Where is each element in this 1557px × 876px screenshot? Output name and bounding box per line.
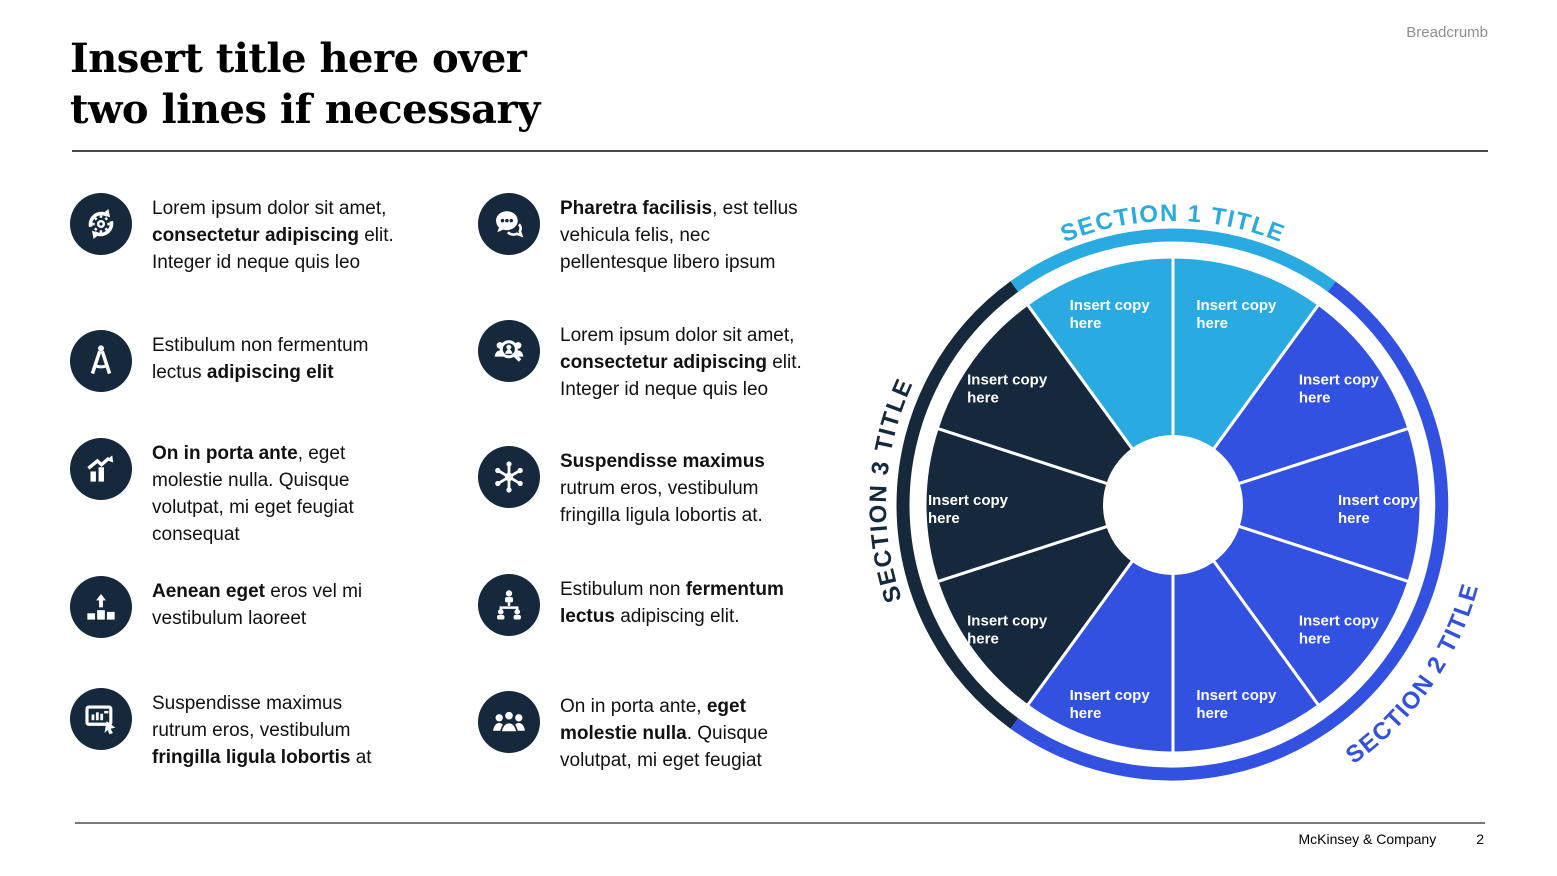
wheel-wedge: [1171, 426, 1423, 584]
breadcrumb: Breadcrumb: [1406, 24, 1488, 41]
wheel-wedge: [1025, 503, 1175, 755]
wheel-center: [1103, 435, 1243, 575]
people-search-icon: [478, 320, 540, 382]
list-item-text: On in porta ante, eget molestie nulla. Q…: [152, 443, 354, 545]
list-item-text: Estibulum non fermentum lectus adipiscin…: [560, 579, 784, 627]
wedge-label: Insert copy here: [1196, 687, 1277, 722]
list-item: On in porta ante, eget molestie nulla. Q…: [478, 691, 862, 774]
wedge-label: Insert copy here: [928, 492, 1009, 527]
page-number: 2: [1476, 831, 1484, 847]
list-item-text: Aenean eget eros vel mi vestibulum laore…: [152, 581, 363, 629]
wheel-wedge: [935, 302, 1175, 507]
items-column-left: Lorem ipsum dolor sit amet, consectetur …: [70, 193, 462, 813]
wheel-wedge: [935, 503, 1175, 708]
wheel-wedge: [1171, 255, 1321, 507]
wheel-wedge: [1025, 255, 1175, 507]
compass-icon: [70, 330, 132, 392]
wedge-label: Insert copy here: [1338, 492, 1419, 527]
wheel-wedge: [923, 426, 1175, 584]
org-hierarchy-icon: [478, 574, 540, 636]
page-title-line1: Insert title here over: [70, 35, 527, 82]
footer: McKinsey & Company 2: [1298, 831, 1484, 847]
wheel-diagram: Insert copy here Insert copy here Insert cop…: [833, 165, 1513, 845]
list-item: Lorem ipsum dolor sit amet, consectetur …: [70, 193, 454, 276]
list-item: On in porta ante, eget molestie nulla. Q…: [70, 438, 454, 548]
wheel-wedge: [1171, 503, 1411, 708]
wedge-label: Insert copy here: [1299, 613, 1380, 648]
bar-rank-icon: [70, 576, 132, 638]
list-item-text: Suspendisse maximus rutrum eros, vestibu…: [152, 693, 372, 768]
list-item-text: Lorem ipsum dolor sit amet, consectetur …: [560, 325, 802, 400]
wheel-wedge: [1171, 302, 1411, 507]
section-arc: [896, 281, 1019, 729]
sync-gear-icon: [70, 193, 132, 255]
wedge-label: Insert copy here: [1070, 687, 1151, 722]
hub-network-icon: [478, 446, 540, 508]
wedge-label: Insert copy here: [1070, 297, 1151, 332]
list-item: Suspendisse maximus rutrum eros, vestibu…: [70, 688, 454, 771]
team-icon: [478, 691, 540, 753]
list-item: Estibulum non fermentum lectus adipiscin…: [70, 330, 454, 392]
wedge-label: Insert copy here: [967, 613, 1048, 648]
footer-divider: [75, 822, 1485, 824]
wedge-label: Insert copy here: [1299, 372, 1380, 407]
list-item-text: On in porta ante, eget molestie nulla. Q…: [560, 696, 769, 771]
list-item-text: Estibulum non fermentum lectus adipiscin…: [152, 335, 369, 383]
items-column-right: Pharetra facilisis, est tellus vehicula …: [478, 193, 870, 813]
section-arc: [1010, 281, 1449, 781]
list-item: Lorem ipsum dolor sit amet, consectetur …: [478, 320, 862, 403]
screen-pointer-icon: [70, 688, 132, 750]
list-item-text: Pharetra facilisis, est tellus vehicula …: [560, 198, 798, 273]
list-item: Aenean eget eros vel mi vestibulum laore…: [70, 576, 454, 638]
list-item: Suspendisse maximus rutrum eros, vestibu…: [478, 446, 862, 529]
section-arc: [1010, 228, 1336, 292]
title-divider: [72, 150, 1488, 152]
wedge-label: Insert copy here: [967, 372, 1048, 407]
list-item: Estibulum non fermentum lectus adipiscin…: [478, 574, 862, 636]
footer-company: McKinsey & Company: [1298, 831, 1437, 847]
page-title: Insert title here over two lines if nece…: [70, 33, 540, 135]
wedge-label: Insert copy here: [1196, 297, 1277, 332]
wheel-wedge: [1171, 503, 1321, 755]
list-item: Pharetra facilisis, est tellus vehicula …: [478, 193, 862, 276]
page-title-line2: two lines if necessary: [70, 86, 540, 133]
chat-bubbles-icon: [478, 193, 540, 255]
list-item-text: Lorem ipsum dolor sit amet, consectetur …: [152, 198, 394, 273]
list-item-text: Suspendisse maximus rutrum eros, vestibu…: [560, 451, 765, 526]
growth-chart-icon: [70, 438, 132, 500]
